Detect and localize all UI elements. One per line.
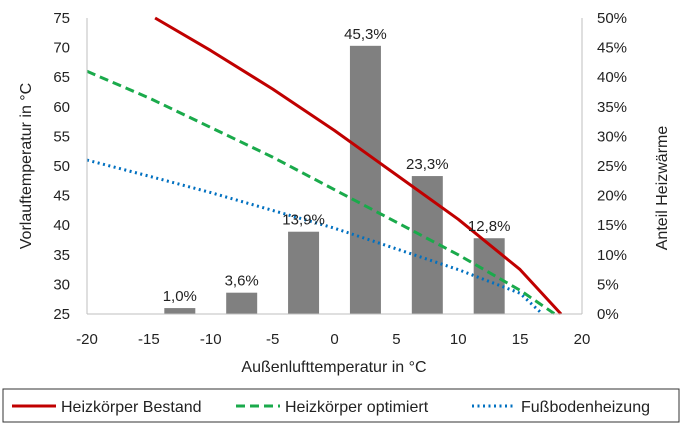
y-left-tick-label-0: 25 — [53, 306, 70, 323]
ticks-layer: -20 -15 -10 -5 0 5 10 15 20 25 30 35 40 45 50 55 60 65 70 7… — [53, 10, 627, 348]
bar-label-5: 12,8% — [468, 218, 511, 235]
y-right-tick-label-9: 45% — [597, 40, 627, 57]
y-left-tick-label-10: 75 — [53, 10, 70, 27]
y-right-axis-title: Anteil Heizwärme — [654, 126, 671, 251]
bar-1 — [226, 292, 258, 314]
y-right-tick-label-6: 30% — [597, 128, 627, 145]
y-right-tick-label-4: 20% — [597, 188, 627, 205]
bar-label-2: 13,9% — [282, 212, 325, 229]
bar-4 — [411, 176, 443, 314]
x-tick-label-1: -15 — [138, 331, 160, 348]
bar-2 — [288, 231, 320, 314]
y-left-tick-label-7: 60 — [53, 99, 70, 116]
y-left-tick-label-9: 70 — [53, 40, 70, 57]
y-right-tick-label-10: 50% — [597, 10, 627, 27]
bars-layer — [164, 45, 505, 314]
x-tick-label-2: -10 — [200, 331, 222, 348]
y-left-tick-label-2: 35 — [53, 247, 70, 264]
legend: Heizkörper Bestand Heizkörper optimiert … — [2, 388, 680, 423]
x-tick-label-7: 15 — [512, 331, 529, 348]
bar-3 — [349, 45, 381, 314]
x-tick-label-0: -20 — [76, 331, 98, 348]
y-right-tick-label-3: 15% — [597, 217, 627, 234]
y-left-tick-label-8: 65 — [53, 69, 70, 86]
y-right-tick-label-8: 40% — [597, 69, 627, 86]
legend-box — [2, 388, 680, 423]
lines-layer — [86, 16, 563, 316]
y-right-tick-label-5: 25% — [597, 158, 627, 175]
legend-label-optimiert: Heizkörper optimiert — [285, 399, 429, 416]
legend-label-bestand: Heizkörper Bestand — [61, 399, 202, 416]
series-line-0 — [154, 16, 563, 316]
x-tick-label-8: 20 — [574, 331, 591, 348]
y-right-tick-label-0: 0% — [597, 306, 619, 323]
bar-label-4: 23,3% — [406, 156, 449, 173]
data-labels-layer: 1,0% 3,6% 13,9% 45,3% 23,3% 12,8% — [163, 26, 511, 305]
series-line-1 — [86, 69, 556, 316]
x-tick-label-4: 0 — [330, 331, 338, 348]
y-left-axis-title: Vorlauftemperatur in °C — [18, 83, 35, 249]
bar-label-0: 1,0% — [163, 288, 197, 305]
axes-layer — [86, 18, 583, 315]
y-left-tick-label-4: 45 — [53, 188, 70, 205]
x-axis-title: Außenlufttemperatur in °C — [241, 359, 426, 376]
bar-label-3: 45,3% — [344, 26, 387, 43]
x-tick-label-6: 10 — [450, 331, 467, 348]
x-tick-label-5: 5 — [392, 331, 400, 348]
y-left-tick-label-5: 50 — [53, 158, 70, 175]
bar-label-1: 3,6% — [225, 273, 259, 290]
y-left-tick-label-1: 30 — [53, 276, 70, 293]
bar-0 — [164, 308, 196, 314]
y-right-tick-label-2: 10% — [597, 247, 627, 264]
legend-label-fussboden: Fußbodenheizung — [521, 399, 650, 416]
y-left-tick-label-6: 55 — [53, 128, 70, 145]
y-left-tick-label-3: 40 — [53, 217, 70, 234]
y-right-tick-label-7: 35% — [597, 99, 627, 116]
x-tick-label-3: -5 — [266, 331, 279, 348]
y-right-tick-label-1: 5% — [597, 276, 619, 293]
